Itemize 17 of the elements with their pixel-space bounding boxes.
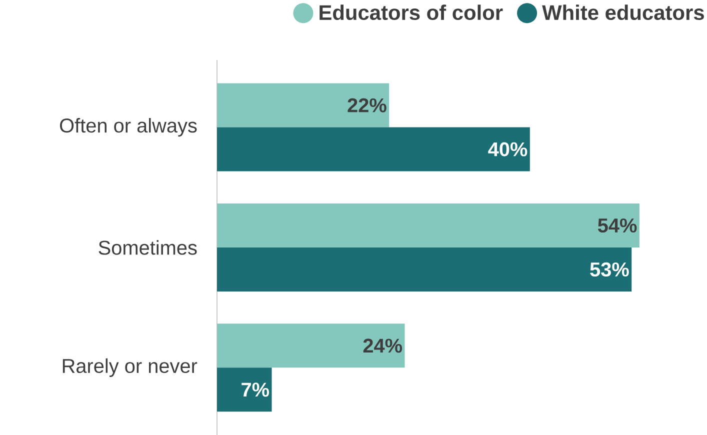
data-label: 53% (590, 262, 629, 277)
y-tick-label: Rarely or never (62, 358, 198, 377)
data-label: 24% (363, 338, 402, 353)
bar (217, 127, 530, 172)
bar (217, 368, 272, 412)
bar (217, 247, 632, 292)
data-label: 54% (598, 218, 637, 233)
data-label: 7% (242, 382, 270, 397)
data-label: 40% (488, 142, 528, 156)
y-tick-label: Often or always (60, 118, 197, 137)
bar (217, 203, 640, 248)
data-label: 22% (348, 98, 386, 112)
bar (217, 83, 390, 128)
legend-label: Educators of color (320, 4, 503, 20)
y-tick-label: Sometimes (98, 240, 197, 255)
legend-label: White educators (542, 4, 704, 20)
bar (217, 324, 405, 368)
